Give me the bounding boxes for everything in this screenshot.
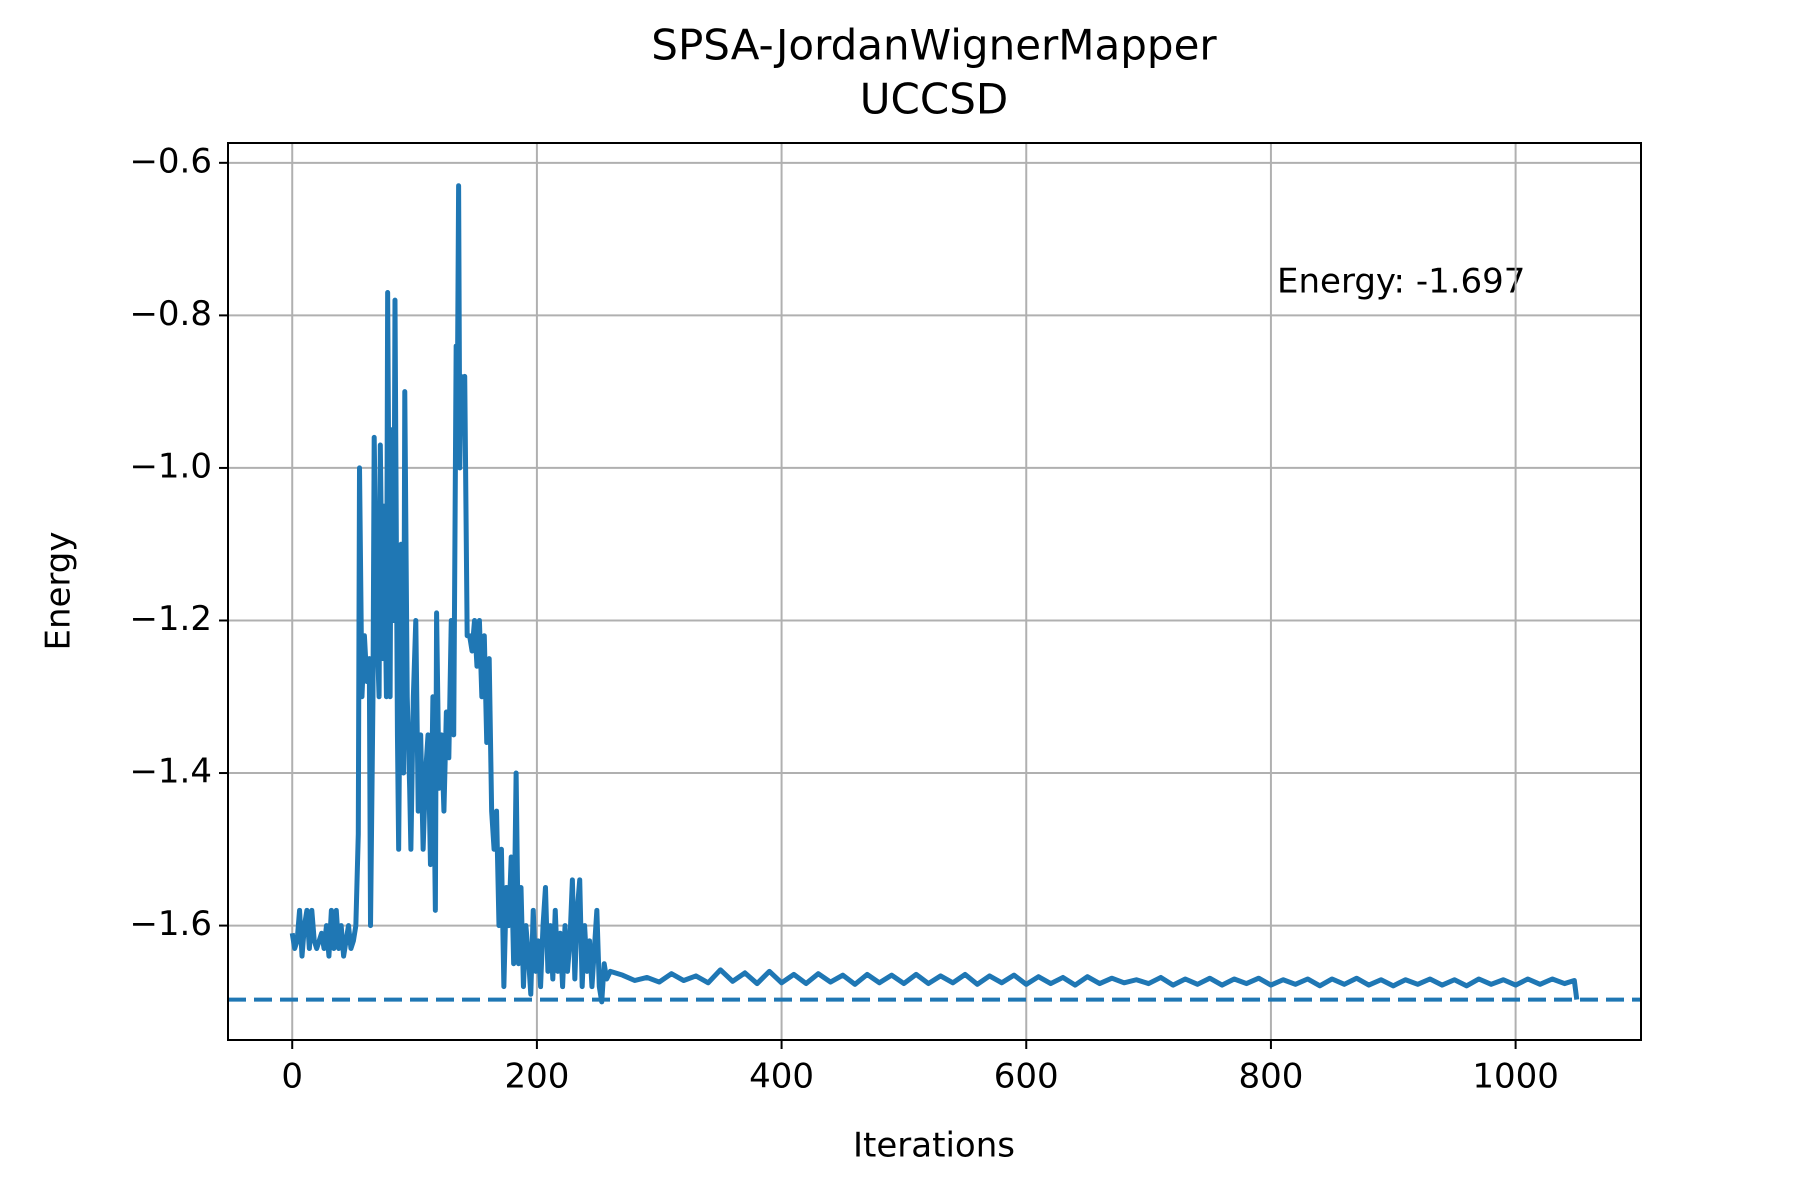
y-tick-label: −1.2 [129, 599, 212, 639]
y-tick-label: −1.0 [129, 446, 212, 486]
plot-frame [227, 142, 1642, 1041]
x-tick-label: 1000 [1472, 1057, 1559, 1097]
x-tick-label: 800 [1238, 1057, 1303, 1097]
annotation: Energy: -1.697 [1277, 262, 1525, 302]
y-tick-label: −1.6 [129, 904, 212, 944]
y-tick-label: −0.6 [129, 141, 212, 181]
x-tick-label: 0 [281, 1057, 303, 1097]
x-tick-label: 600 [994, 1057, 1059, 1097]
chart-subtitle: UCCSD [860, 75, 1008, 124]
x-tick-label: 200 [504, 1057, 569, 1097]
x-axis-label: Iterations [853, 1126, 1015, 1166]
y-axis-label: Energy [39, 531, 79, 650]
x-tick-label: 400 [749, 1057, 814, 1097]
y-tick-label: −1.4 [129, 752, 212, 792]
chart-title: SPSA-JordanWignerMapper [651, 21, 1217, 70]
y-tick-label: −0.8 [129, 294, 212, 334]
data-line [289, 183, 1580, 1005]
